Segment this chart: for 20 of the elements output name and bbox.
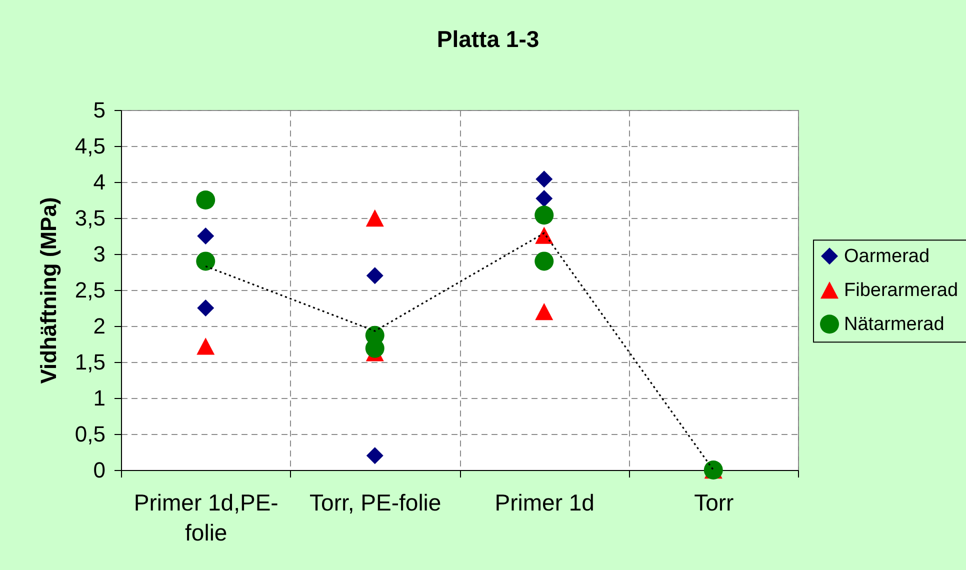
- legend-label: Fiberarmerad: [844, 280, 958, 302]
- legend-label: Oarmerad: [844, 246, 930, 268]
- x-tick-label: Primer 1d,PE-folie: [134, 490, 278, 546]
- y-tick-label: 2: [93, 314, 106, 338]
- y-tick-label: 3: [93, 242, 106, 266]
- chart-title: Platta 1-3: [436, 26, 540, 52]
- y-tick-label: 2,5: [74, 278, 106, 302]
- y-tick-label: 3,5: [74, 206, 106, 230]
- y-tick-label: 1: [93, 386, 106, 410]
- x-tick-label: Torr, PE-folie: [310, 490, 442, 516]
- y-tick-label: 4: [93, 170, 106, 194]
- x-tick-label: Primer 1d: [494, 490, 594, 516]
- y-tick-label: 5: [93, 98, 106, 122]
- y-tick-label: 0: [93, 458, 106, 482]
- y-axis-title: Vidhäftning (MPa): [36, 197, 61, 384]
- x-tick-label: Torr: [694, 490, 734, 516]
- y-tick-label: 1,5: [74, 350, 106, 374]
- y-tick-label: 4,5: [74, 134, 106, 158]
- y-tick-label: 0,5: [74, 422, 106, 446]
- legend-label: Nätarmerad: [844, 314, 944, 336]
